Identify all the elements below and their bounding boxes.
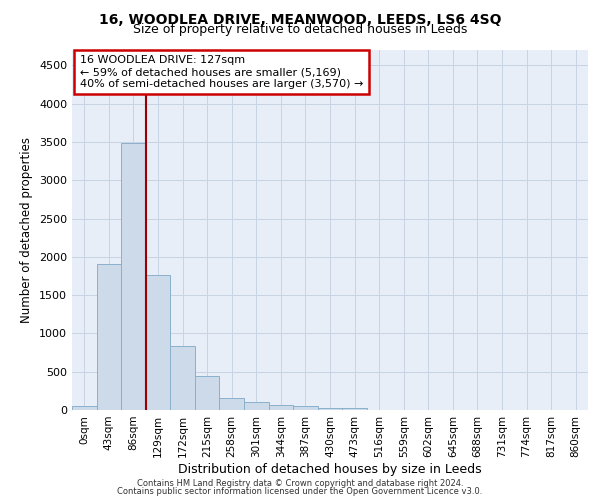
Y-axis label: Number of detached properties: Number of detached properties bbox=[20, 137, 34, 323]
X-axis label: Distribution of detached houses by size in Leeds: Distribution of detached houses by size … bbox=[178, 462, 482, 475]
Text: 16, WOODLEA DRIVE, MEANWOOD, LEEDS, LS6 4SQ: 16, WOODLEA DRIVE, MEANWOOD, LEEDS, LS6 … bbox=[99, 12, 501, 26]
Bar bbox=[72, 406, 97, 410]
Text: 16 WOODLEA DRIVE: 127sqm
← 59% of detached houses are smaller (5,169)
40% of sem: 16 WOODLEA DRIVE: 127sqm ← 59% of detach… bbox=[80, 56, 363, 88]
Bar bbox=[342, 408, 367, 410]
Text: Size of property relative to detached houses in Leeds: Size of property relative to detached ho… bbox=[133, 22, 467, 36]
Bar bbox=[220, 398, 244, 410]
Bar bbox=[244, 402, 269, 410]
Bar bbox=[97, 264, 121, 410]
Text: Contains HM Land Registry data © Crown copyright and database right 2024.: Contains HM Land Registry data © Crown c… bbox=[137, 478, 463, 488]
Text: Contains public sector information licensed under the Open Government Licence v3: Contains public sector information licen… bbox=[118, 487, 482, 496]
Bar bbox=[121, 144, 146, 410]
Bar bbox=[318, 408, 342, 410]
Bar bbox=[170, 346, 195, 410]
Bar bbox=[293, 406, 318, 410]
Bar bbox=[195, 376, 220, 410]
Bar bbox=[146, 275, 170, 410]
Bar bbox=[269, 406, 293, 410]
